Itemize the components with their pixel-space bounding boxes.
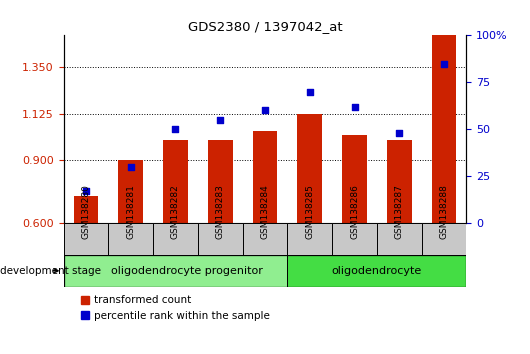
Text: GSM138283: GSM138283 [216, 184, 225, 239]
Title: GDS2380 / 1397042_at: GDS2380 / 1397042_at [188, 20, 342, 33]
Bar [287, 223, 332, 255]
Bar [287, 255, 466, 287]
Bar [153, 223, 198, 255]
Text: GSM138287: GSM138287 [395, 184, 404, 239]
Text: GSM138285: GSM138285 [305, 184, 314, 239]
Text: GSM138286: GSM138286 [350, 184, 359, 239]
Text: oligodendrocyte progenitor: oligodendrocyte progenitor [111, 266, 263, 276]
Bar [387, 139, 412, 223]
Bar [422, 223, 466, 255]
Point [395, 130, 403, 136]
Point [261, 108, 269, 113]
Point [171, 126, 180, 132]
Text: GSM138281: GSM138281 [126, 184, 135, 239]
Bar [208, 139, 233, 223]
Point [440, 61, 448, 67]
Point [350, 104, 359, 109]
Bar [64, 223, 108, 255]
Text: GSM138280: GSM138280 [82, 184, 91, 239]
Bar [297, 114, 322, 223]
Bar [108, 223, 153, 255]
Bar [74, 196, 98, 223]
Bar [377, 223, 422, 255]
Text: GSM138284: GSM138284 [261, 184, 269, 239]
Bar [342, 136, 367, 223]
Text: oligodendrocyte: oligodendrocyte [332, 266, 422, 276]
Bar [432, 35, 456, 223]
Text: GSM138288: GSM138288 [439, 184, 448, 239]
Point [82, 188, 90, 194]
Bar [332, 223, 377, 255]
Bar [198, 223, 243, 255]
Bar [163, 139, 188, 223]
Text: development stage: development stage [0, 266, 101, 276]
Bar [118, 160, 143, 223]
Bar [253, 131, 277, 223]
Bar [64, 255, 287, 287]
Point [216, 117, 225, 123]
Bar [243, 223, 287, 255]
Text: GSM138282: GSM138282 [171, 184, 180, 239]
Legend: transformed count, percentile rank within the sample: transformed count, percentile rank withi… [81, 296, 270, 321]
Point [305, 89, 314, 95]
Point [127, 164, 135, 170]
